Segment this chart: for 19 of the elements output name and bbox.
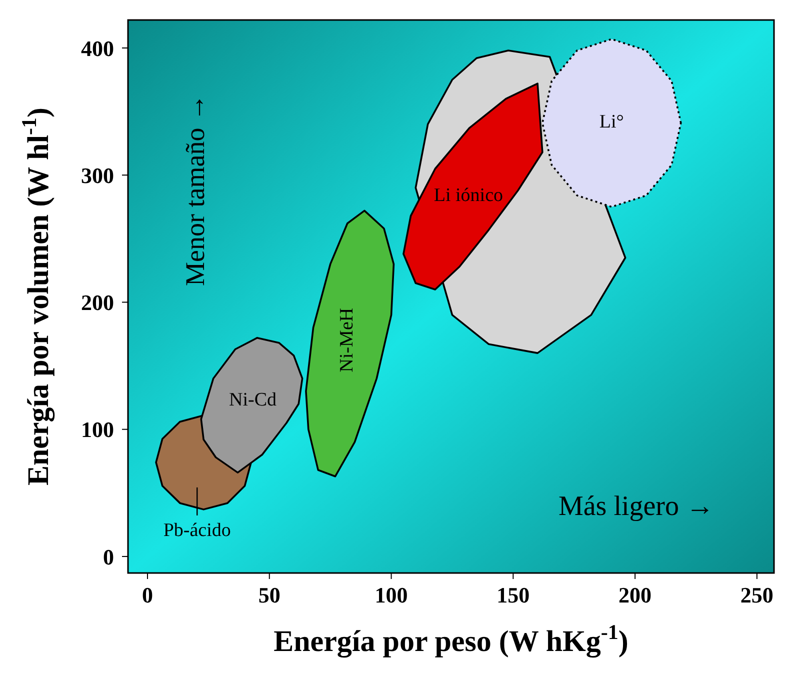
x-axis-title: Energía por peso (W hKg$^{-1}$) [274, 620, 628, 658]
y-tick-label: 0 [103, 544, 114, 570]
x-tick-label: 200 [618, 582, 652, 608]
series-label: Ni-MeH [336, 308, 358, 372]
x-tick-label: 150 [496, 582, 530, 608]
series-label: Ni-Cd [229, 389, 278, 410]
y-tick-label: 300 [81, 162, 114, 188]
x-tick-label: 250 [740, 582, 774, 608]
y-tick-label: 100 [81, 417, 114, 442]
y-tick-label: 200 [81, 290, 114, 316]
legend-label: Pb-ácido [163, 520, 231, 541]
x-tick-label: 50 [258, 582, 280, 608]
annotation: Más ligero → [558, 491, 714, 522]
series-label: Li° [599, 111, 624, 132]
y-tick-label: 400 [81, 36, 114, 61]
annotation: Menor tamaño → [180, 94, 210, 286]
x-tick-label: 100 [374, 582, 408, 608]
x-tick-label: 0 [142, 582, 153, 608]
series-label: Li iónico [434, 185, 504, 206]
